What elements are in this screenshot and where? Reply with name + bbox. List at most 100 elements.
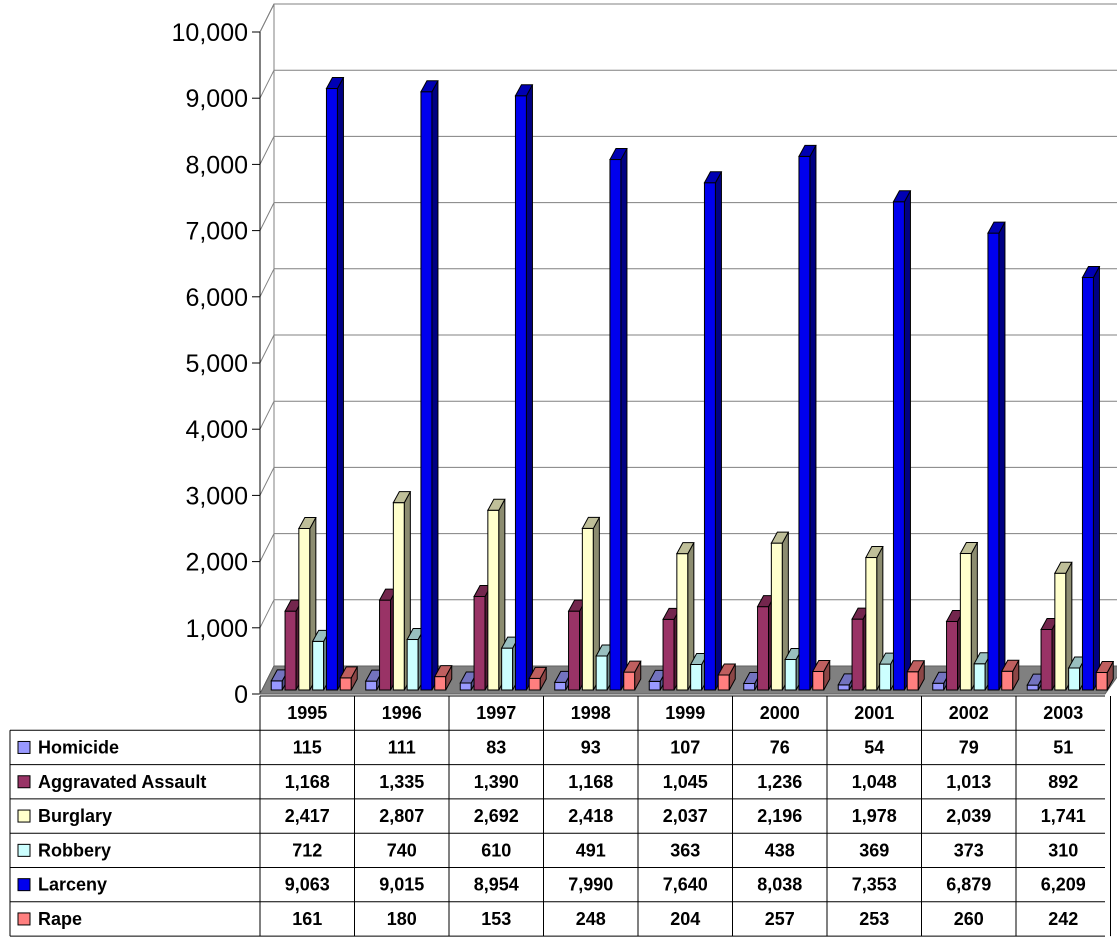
legend-swatch-rape xyxy=(17,912,31,926)
bar-top xyxy=(528,666,548,679)
bar-front xyxy=(1001,670,1014,691)
bar-rape-1995 xyxy=(339,666,359,691)
bar-top xyxy=(798,144,817,157)
bar-top xyxy=(1000,659,1020,672)
bar-front xyxy=(312,640,325,691)
table-cell: 2,039 xyxy=(946,806,991,826)
bar-front xyxy=(1081,276,1094,691)
table-cell: 7,990 xyxy=(568,875,613,895)
table-cell: 79 xyxy=(959,737,979,757)
bar-front xyxy=(595,655,608,691)
table-cell: 2,196 xyxy=(757,806,802,826)
table-cell: 2,692 xyxy=(474,806,519,826)
table-header-2002: 2002 xyxy=(949,703,989,723)
bar-front xyxy=(932,682,945,691)
bar-front xyxy=(623,671,636,691)
table-cell: 1,168 xyxy=(285,772,330,792)
bar-rape-1997 xyxy=(528,666,548,691)
bar-rape-2000 xyxy=(811,659,831,691)
table-header-1999: 1999 xyxy=(665,703,705,723)
legend-swatch-larceny xyxy=(17,878,31,892)
table-header-2000: 2000 xyxy=(760,703,800,723)
table-header-2003: 2003 xyxy=(1043,703,1083,723)
bar-front xyxy=(284,610,297,691)
bar-top xyxy=(420,80,439,93)
bar-top xyxy=(339,666,359,679)
y-tick-label-3: 3,000 xyxy=(185,482,248,510)
table-cell: 7,353 xyxy=(852,875,897,895)
bar-top xyxy=(676,542,695,555)
bar-larceny-1997 xyxy=(514,84,534,691)
table-cell: 1,048 xyxy=(852,772,897,792)
bar-top xyxy=(717,663,737,676)
bar-front xyxy=(770,542,783,691)
gridline-side-3 xyxy=(259,467,275,496)
table-header-1995: 1995 xyxy=(287,703,327,723)
bar-larceny-1999 xyxy=(703,171,723,691)
bar-top xyxy=(392,491,412,504)
table-cell: 111 xyxy=(388,737,416,757)
table-header-1996: 1996 xyxy=(382,703,422,723)
y-tick-label-9: 9,000 xyxy=(185,85,248,113)
bar-top xyxy=(987,221,1006,234)
bar-front xyxy=(784,659,797,691)
bar-front xyxy=(298,527,311,691)
table-cell: 9,015 xyxy=(379,875,424,895)
bar-front xyxy=(648,680,661,691)
table-cell: 107 xyxy=(670,737,700,757)
table-cell: 76 xyxy=(770,737,790,757)
bar-front xyxy=(406,639,419,691)
table-cell: 153 xyxy=(481,909,511,929)
table-header-2001: 2001 xyxy=(854,703,894,723)
table-cell: 1,741 xyxy=(1041,806,1086,826)
bar-front xyxy=(528,677,541,691)
table-cell: 180 xyxy=(387,909,417,929)
table-cell: 83 xyxy=(486,737,506,757)
y-tick-label-6: 6,000 xyxy=(185,284,248,312)
legend-label-larceny: Larceny xyxy=(38,875,107,895)
bar-top xyxy=(622,660,642,673)
bar-front xyxy=(1068,667,1081,691)
table-cell: 1,978 xyxy=(852,806,897,826)
bar-front xyxy=(325,88,338,691)
y-tick-label-10: 10,000 xyxy=(172,19,248,47)
table-cell: 1,045 xyxy=(663,772,708,792)
bar-front xyxy=(879,663,892,691)
gridline-side-1 xyxy=(259,599,275,629)
bar-burglary-2003 xyxy=(1054,561,1073,691)
legend-swatch-burglary xyxy=(17,809,31,823)
bar-larceny-2000 xyxy=(798,144,817,691)
bar-top xyxy=(1095,660,1115,673)
y-tick-label-8: 8,000 xyxy=(185,151,248,179)
gridline-side-6 xyxy=(259,268,275,298)
bar-side xyxy=(714,171,722,691)
table-header-1998: 1998 xyxy=(571,703,611,723)
bar-larceny-2001 xyxy=(892,190,912,691)
legend-swatch-homicide xyxy=(17,740,31,754)
table-cell: 93 xyxy=(581,737,601,757)
bar-side xyxy=(903,190,911,691)
legend-label-aggravated-assault: Aggravated Assault xyxy=(38,772,206,792)
y-tick-label-7: 7,000 xyxy=(185,218,248,246)
bar-front xyxy=(487,509,500,691)
table-cell: 373 xyxy=(954,840,984,860)
legend-swatch-aggravated-assault xyxy=(17,775,31,789)
y-tick-label-5: 5,000 xyxy=(185,350,248,378)
bar-front xyxy=(501,647,514,691)
table-cell: 115 xyxy=(293,737,322,757)
table-cell: 310 xyxy=(1048,840,1078,860)
bar-larceny-1995 xyxy=(325,77,345,691)
bar-front xyxy=(1095,671,1108,691)
bar-front xyxy=(865,557,878,691)
bar-top xyxy=(1054,561,1073,574)
bar-side xyxy=(620,148,628,691)
bar-front xyxy=(851,618,864,691)
bar-top xyxy=(514,84,534,97)
bar-top xyxy=(892,190,912,203)
bar-front xyxy=(379,599,392,691)
table-cell: 242 xyxy=(1048,909,1078,929)
bar-front xyxy=(676,553,689,691)
table-cell: 1,335 xyxy=(379,772,424,792)
bar-side xyxy=(336,77,344,691)
